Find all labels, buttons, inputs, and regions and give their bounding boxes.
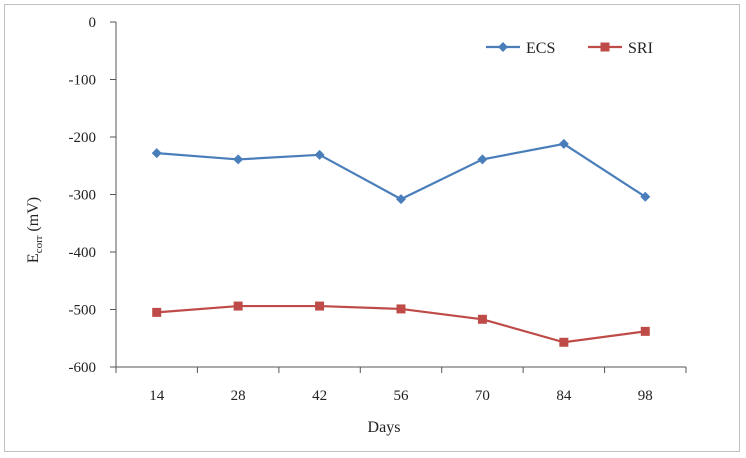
y-tick-label: -200	[69, 130, 97, 146]
chart-frame	[4, 4, 740, 452]
y-tick-label: -400	[69, 245, 97, 261]
y-axis-title-main: E	[25, 253, 42, 263]
x-tick-label: 98	[638, 388, 653, 404]
legend-item-sri: SRI	[588, 40, 653, 57]
series-ecs	[151, 138, 651, 205]
y-tick-label: -500	[69, 303, 97, 319]
x-tick-label: 70	[475, 388, 490, 404]
y-axis-title: Ecorr (mV)	[25, 197, 45, 263]
x-tick-label: 28	[231, 388, 246, 404]
y-axis-title-unit: (mV)	[25, 197, 42, 236]
data-point-sri	[640, 326, 650, 336]
y-tick-label: -300	[69, 188, 97, 204]
data-point-ecs	[396, 194, 406, 205]
data-point-ecs	[558, 138, 569, 149]
y-axis-title-sub: corr	[33, 235, 45, 253]
data-point-ecs	[314, 149, 325, 160]
y-tick-label: -100	[69, 73, 97, 89]
data-point-ecs	[233, 154, 244, 165]
legend-marker-sri	[600, 42, 610, 52]
series-layer	[151, 138, 651, 347]
y-tick-label: -600	[69, 360, 97, 376]
series-line-ecs	[156, 142, 646, 201]
x-tick-label: 56	[394, 388, 410, 404]
data-point-sri	[152, 307, 162, 317]
data-point-sri	[233, 301, 243, 311]
legend-label-ecs: ECS	[526, 40, 555, 57]
legend-label-sri: SRI	[628, 40, 653, 57]
data-point-sri	[477, 314, 487, 324]
y-axis-ticks: 0 -100 -200 -300 -400 -500 -600	[69, 15, 116, 376]
y-tick-label: 0	[89, 15, 97, 31]
data-point-ecs	[640, 191, 651, 202]
series-sri	[152, 301, 650, 347]
legend-item-ecs: ECS	[486, 40, 555, 57]
x-axis-title: Days	[368, 419, 401, 436]
x-axis-ticks: 14 28 42 56 70 84 98	[115, 367, 687, 404]
data-point-sri	[559, 337, 569, 347]
data-point-sri	[396, 304, 406, 314]
x-tick-label: 84	[556, 388, 572, 404]
legend: ECS SRI	[486, 40, 653, 57]
legend-marker-ecs	[498, 42, 508, 52]
data-point-ecs	[151, 148, 162, 159]
x-tick-label: 14	[149, 388, 165, 404]
data-point-ecs	[477, 154, 488, 165]
data-point-sri	[315, 301, 325, 311]
x-tick-label: 42	[312, 388, 327, 404]
